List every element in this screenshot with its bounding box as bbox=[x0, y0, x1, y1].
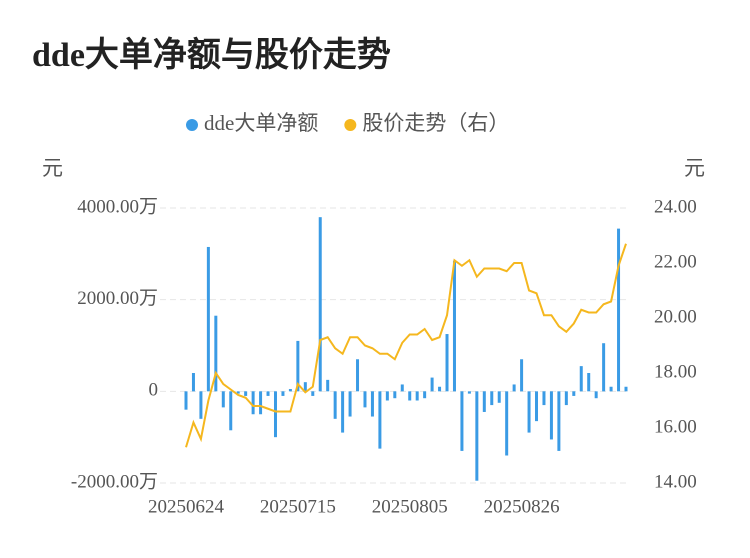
y-unit: 元 bbox=[42, 156, 63, 180]
bar bbox=[393, 391, 397, 399]
bar bbox=[199, 391, 203, 419]
bar bbox=[617, 228, 621, 392]
bar bbox=[303, 382, 307, 392]
bar bbox=[542, 391, 546, 406]
bar bbox=[221, 391, 225, 408]
bar bbox=[512, 384, 516, 392]
bar bbox=[191, 373, 195, 392]
bar bbox=[356, 359, 360, 392]
bar bbox=[333, 391, 337, 419]
y2-tick-label: 14.00 bbox=[654, 471, 697, 492]
y-tick-label: 0 bbox=[149, 380, 159, 401]
bar bbox=[624, 386, 628, 392]
x-tick-label: 20250805 bbox=[372, 496, 448, 517]
legend-dot bbox=[186, 119, 198, 131]
bar bbox=[326, 379, 330, 392]
bar bbox=[236, 391, 240, 394]
bar bbox=[184, 391, 188, 410]
y2-tick-label: 22.00 bbox=[654, 251, 697, 272]
y-tick-label: 2000.00万 bbox=[77, 288, 158, 309]
bar bbox=[467, 391, 471, 394]
chart-title: dde大单净额与股价走势 bbox=[32, 36, 391, 74]
y2-tick-label: 18.00 bbox=[654, 361, 697, 382]
bar bbox=[438, 386, 442, 392]
legend-dot bbox=[344, 119, 357, 131]
bar bbox=[602, 343, 606, 392]
bar bbox=[482, 391, 486, 412]
y-tick-label: -2000.00万 bbox=[71, 471, 158, 492]
bar bbox=[579, 366, 583, 392]
bar bbox=[549, 391, 553, 440]
bar bbox=[594, 391, 598, 399]
price-line bbox=[185, 243, 627, 448]
bar bbox=[430, 377, 434, 392]
bar bbox=[527, 391, 531, 433]
bar bbox=[259, 391, 263, 415]
bar bbox=[206, 246, 210, 392]
bar bbox=[572, 391, 576, 396]
bar bbox=[214, 315, 218, 392]
bar bbox=[288, 389, 292, 392]
bar bbox=[505, 391, 509, 456]
y2-unit: 元 bbox=[684, 156, 705, 180]
bar bbox=[385, 391, 389, 401]
bar bbox=[296, 340, 300, 392]
bar bbox=[490, 391, 494, 406]
bar bbox=[281, 391, 285, 396]
y2-tick-label: 16.00 bbox=[654, 416, 697, 437]
bar bbox=[400, 384, 404, 392]
x-tick-label: 20250826 bbox=[484, 496, 560, 517]
bar bbox=[348, 391, 352, 417]
bar bbox=[229, 391, 233, 431]
bar bbox=[520, 359, 524, 392]
bar bbox=[460, 391, 464, 451]
bar bbox=[311, 391, 315, 396]
bar bbox=[609, 386, 613, 392]
bar bbox=[535, 391, 539, 422]
x-tick-label: 20250715 bbox=[260, 496, 336, 517]
y2-tick-label: 24.00 bbox=[654, 196, 697, 217]
bar bbox=[423, 391, 427, 399]
bar bbox=[266, 391, 270, 396]
bar bbox=[378, 391, 382, 449]
legend-label: dde大单净额 bbox=[204, 111, 318, 135]
bar bbox=[497, 391, 501, 403]
bar bbox=[363, 391, 367, 408]
y2-tick-label: 20.00 bbox=[654, 306, 697, 327]
bar bbox=[587, 373, 591, 392]
bar bbox=[445, 334, 449, 392]
bar bbox=[251, 391, 255, 415]
bar bbox=[273, 391, 277, 438]
bar bbox=[341, 391, 345, 433]
bar bbox=[408, 391, 412, 401]
bar bbox=[557, 391, 561, 451]
x-tick-label: 20250624 bbox=[148, 496, 225, 517]
bar bbox=[318, 217, 322, 392]
bar bbox=[244, 391, 248, 396]
bar bbox=[415, 391, 419, 401]
bar bbox=[370, 391, 374, 417]
y-tick-label: 4000.00万 bbox=[77, 196, 158, 217]
bar bbox=[452, 260, 456, 392]
bar bbox=[475, 391, 479, 481]
legend-label: 股价走势（右） bbox=[362, 111, 509, 135]
bar bbox=[564, 391, 568, 406]
